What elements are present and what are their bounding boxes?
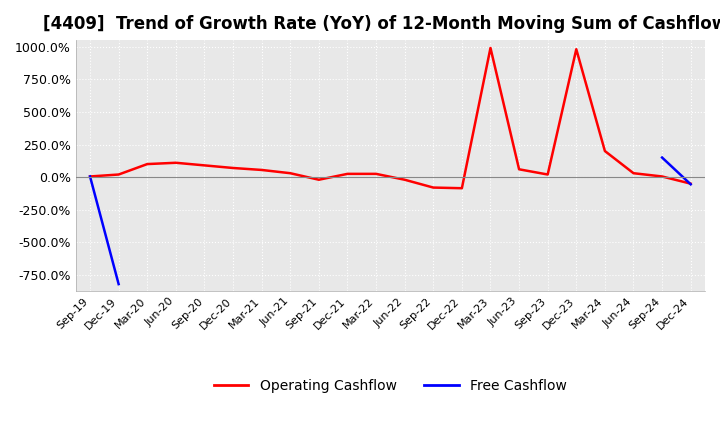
Operating Cashflow xyxy=(257,167,266,172)
Operating Cashflow xyxy=(457,186,466,191)
Operating Cashflow xyxy=(200,163,209,168)
Operating Cashflow xyxy=(572,47,580,52)
Operating Cashflow xyxy=(400,177,409,182)
Operating Cashflow xyxy=(343,171,352,176)
Operating Cashflow xyxy=(429,185,438,190)
Line: Operating Cashflow: Operating Cashflow xyxy=(90,48,690,188)
Operating Cashflow xyxy=(658,174,667,179)
Operating Cashflow xyxy=(114,172,123,177)
Operating Cashflow xyxy=(315,177,323,182)
Operating Cashflow xyxy=(600,148,609,154)
Operating Cashflow xyxy=(629,171,638,176)
Operating Cashflow xyxy=(686,181,695,186)
Operating Cashflow xyxy=(286,171,294,176)
Title: [4409]  Trend of Growth Rate (YoY) of 12-Month Moving Sum of Cashflows: [4409] Trend of Growth Rate (YoY) of 12-… xyxy=(43,15,720,33)
Operating Cashflow xyxy=(486,45,495,51)
Free Cashflow xyxy=(686,182,695,187)
Operating Cashflow xyxy=(372,171,380,176)
Operating Cashflow xyxy=(515,167,523,172)
Legend: Operating Cashflow, Free Cashflow: Operating Cashflow, Free Cashflow xyxy=(208,374,572,399)
Line: Free Cashflow: Free Cashflow xyxy=(662,158,690,184)
Free Cashflow xyxy=(658,155,667,160)
Operating Cashflow xyxy=(229,165,238,171)
Operating Cashflow xyxy=(544,172,552,177)
Operating Cashflow xyxy=(143,161,152,167)
Operating Cashflow xyxy=(86,174,94,179)
Operating Cashflow xyxy=(171,160,180,165)
